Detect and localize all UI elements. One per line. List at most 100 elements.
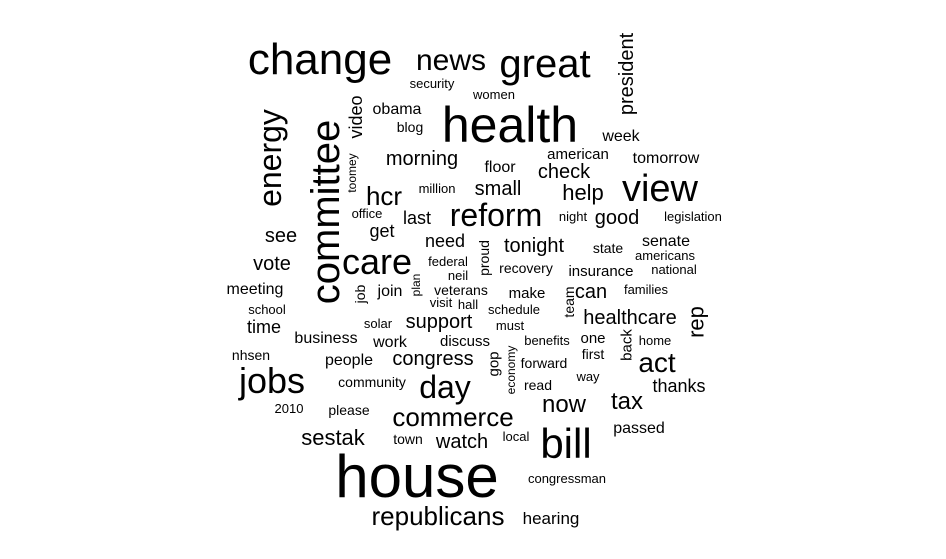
- word-gop: gop: [486, 351, 503, 376]
- word-need: need: [425, 231, 465, 251]
- word-forward: forward: [521, 355, 568, 371]
- word-read: read: [524, 377, 552, 393]
- word-congressman: congressman: [528, 471, 606, 486]
- word-change: change: [248, 35, 392, 84]
- word-reform: reform: [450, 197, 542, 233]
- word-energy: energy: [252, 109, 288, 207]
- word-good: good: [595, 207, 640, 229]
- word-house: house: [335, 443, 498, 510]
- word-local: local: [503, 429, 530, 444]
- word-committee: committee: [304, 120, 348, 305]
- word-plan: plan: [409, 274, 423, 297]
- word-job: job: [352, 284, 368, 304]
- word-solar: solar: [364, 316, 393, 331]
- word-hearing: hearing: [523, 509, 580, 528]
- word-proud: proud: [476, 240, 492, 276]
- word-meeting: meeting: [227, 281, 284, 298]
- word-congress: congress: [392, 348, 473, 370]
- word-million: million: [419, 181, 456, 196]
- word-tax: tax: [611, 388, 643, 415]
- word-office: office: [352, 206, 383, 221]
- word-toomey: toomey: [345, 153, 359, 192]
- word-families: families: [624, 282, 669, 297]
- word-news: news: [416, 44, 486, 77]
- word-tonight: tonight: [504, 235, 564, 257]
- word-discuss: discuss: [440, 333, 490, 350]
- word-video: video: [346, 95, 366, 138]
- word-jobs: jobs: [238, 360, 305, 401]
- word-president: president: [616, 32, 638, 115]
- word-women: women: [472, 87, 515, 102]
- word-now: now: [542, 391, 587, 418]
- word-make: make: [509, 285, 546, 302]
- word-way: way: [575, 369, 600, 384]
- word-passed: passed: [613, 420, 665, 437]
- word-day: day: [419, 369, 471, 405]
- word-2010: 2010: [275, 401, 304, 416]
- word-floor: floor: [484, 159, 516, 176]
- word-thanks: thanks: [652, 376, 705, 396]
- word-school: school: [248, 302, 286, 317]
- word-can: can: [575, 281, 607, 303]
- word-economy: economy: [504, 346, 518, 395]
- word-work: work: [372, 334, 408, 351]
- word-federal: federal: [428, 254, 468, 269]
- word-support: support: [406, 311, 473, 333]
- word-last: last: [403, 208, 431, 228]
- word-time: time: [247, 317, 281, 337]
- word-vote: vote: [253, 253, 291, 275]
- word-see: see: [265, 225, 297, 247]
- word-town: town: [393, 431, 423, 447]
- word-nhsen: nhsen: [232, 347, 270, 363]
- word-back: back: [619, 329, 636, 361]
- word-insurance: insurance: [568, 263, 633, 280]
- word-benefits: benefits: [524, 333, 570, 348]
- word-blog: blog: [397, 119, 423, 135]
- word-visit: visit: [430, 295, 453, 310]
- word-night: night: [559, 209, 588, 224]
- word-one: one: [580, 330, 605, 347]
- word-republicans: republicans: [372, 501, 505, 531]
- word-schedule: schedule: [488, 302, 540, 317]
- word-people: people: [325, 352, 373, 369]
- word-week: week: [601, 128, 640, 145]
- word-great: great: [499, 42, 590, 86]
- word-get: get: [369, 221, 394, 241]
- word-first: first: [582, 346, 605, 362]
- word-sestak: sestak: [301, 425, 366, 450]
- word-please: please: [328, 402, 369, 418]
- word-home: home: [639, 333, 672, 348]
- word-watch: watch: [435, 431, 488, 453]
- word-act: act: [638, 347, 676, 378]
- word-view: view: [622, 168, 699, 210]
- word-obama: obama: [373, 101, 422, 118]
- word-american: american: [547, 146, 609, 163]
- word-business: business: [294, 330, 357, 347]
- word-small: small: [475, 178, 522, 200]
- word-commerce: commerce: [392, 402, 513, 432]
- word-americans: americans: [635, 248, 695, 263]
- word-community: community: [338, 374, 406, 390]
- word-hall: hall: [458, 297, 478, 312]
- word-security: security: [410, 76, 455, 91]
- word-national: national: [651, 262, 697, 277]
- word-team: team: [561, 286, 577, 317]
- word-check: check: [538, 161, 591, 183]
- word-healthcare: healthcare: [583, 307, 676, 329]
- word-rep: rep: [684, 306, 709, 338]
- word-help: help: [562, 180, 604, 205]
- word-tomorrow: tomorrow: [633, 150, 700, 167]
- word-senate: senate: [642, 233, 690, 250]
- word-neil: neil: [448, 268, 468, 283]
- word-legislation: legislation: [664, 209, 722, 224]
- word-bill: bill: [540, 420, 591, 467]
- word-veterans: veterans: [434, 282, 488, 298]
- word-health: health: [442, 97, 578, 153]
- word-care: care: [342, 241, 412, 282]
- word-recovery: recovery: [499, 260, 553, 276]
- word-hcr: hcr: [366, 181, 402, 211]
- word-morning: morning: [386, 148, 458, 170]
- word-state: state: [593, 240, 624, 256]
- word-must: must: [496, 318, 525, 333]
